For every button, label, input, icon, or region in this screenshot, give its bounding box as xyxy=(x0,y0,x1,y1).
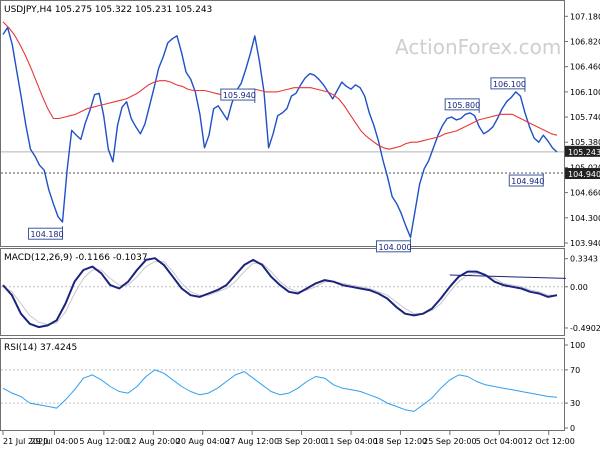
macd-line xyxy=(2,257,558,329)
swing-level-label: 106.100 xyxy=(493,80,526,89)
macd-panel-title: MACD(12,26,9) -0.1166 -0.1037 xyxy=(4,253,148,263)
current-price-tag-label: 105.243 xyxy=(568,148,600,157)
x-tick-label: 20 Aug 04:00 xyxy=(176,437,230,446)
x-tick-label: 29 Jul 04:00 xyxy=(30,437,78,446)
rsi-line xyxy=(2,369,558,412)
price-y-tick-label: 106.100 xyxy=(570,88,600,97)
swing-level-tag xyxy=(508,174,544,187)
price-y-tick-label: 103.940 xyxy=(570,239,600,248)
x-tick-label: 3 Sep 20:00 xyxy=(277,437,325,446)
swing-level-tag xyxy=(220,88,256,101)
swing-level-label: 104.180 xyxy=(31,230,64,239)
swing-level-tag xyxy=(28,227,64,240)
macd-panel-frame xyxy=(0,248,565,336)
x-tick-label: 5 Oct 04:00 xyxy=(476,437,523,446)
rsi-y-tick-label: 100 xyxy=(570,341,585,350)
rsi-panel-title: RSI(14) 37.4245 xyxy=(4,343,77,353)
support-price-tag-label: 104.940 xyxy=(568,170,600,179)
rsi-panel-frame xyxy=(0,338,565,431)
rsi-y-tick-label: 30 xyxy=(570,399,580,408)
current-price-tag xyxy=(565,145,600,157)
x-tick-label: 18 Sep 12:00 xyxy=(374,437,427,446)
swing-level-label: 105.800 xyxy=(447,101,480,110)
price-y-tick-label: 106.460 xyxy=(570,63,600,72)
price-y-tick-label: 105.380 xyxy=(570,138,600,147)
price-plot: 107.180 106.820 106.460 106.100 105.740 105.3… xyxy=(1,12,600,253)
macd-plot: 0.3343 0.00 -0.4902 xyxy=(1,255,600,333)
price-y-tick-label: 107.180 xyxy=(570,12,600,21)
price-y-tick-label: 106.820 xyxy=(570,37,600,46)
x-tick-label: 5 Aug 12:00 xyxy=(79,437,128,446)
swing-level-label: 104.940 xyxy=(511,177,544,186)
rsi-y-tick-label: 70 xyxy=(570,366,580,375)
price-y-tick-label: 104.300 xyxy=(570,214,600,223)
price-y-tick-label: 105.020 xyxy=(570,163,600,172)
x-tick-label: 27 Aug 12:00 xyxy=(225,437,279,446)
x-tick-label: 12 Aug 20:00 xyxy=(126,437,180,446)
rsi-y-tick-label: 0 xyxy=(570,424,575,433)
price-y-tick-label: 105.740 xyxy=(570,113,600,122)
price-panel-frame xyxy=(0,0,565,247)
x-tick-label: 25 Sep 20:00 xyxy=(423,437,476,446)
support-price-tag xyxy=(565,168,600,180)
rsi-plot: 100 70 30 0 xyxy=(1,341,585,433)
moving-average-line xyxy=(2,21,558,150)
swing-level-tag xyxy=(490,77,526,90)
price-y-tick-label: 104.660 xyxy=(570,189,600,198)
watermark: ActionForex.com xyxy=(395,35,561,59)
macd-y-tick-label: -0.4902 xyxy=(570,324,600,333)
swing-level-tag xyxy=(375,240,411,253)
macd-y-tick-label: 0.3343 xyxy=(570,255,598,264)
price-line xyxy=(2,26,558,239)
swing-level-label: 104.000 xyxy=(378,243,411,252)
macd-y-tick-label: 0.00 xyxy=(570,283,588,292)
x-tick-label: 12 Oct 12:00 xyxy=(523,437,575,446)
macd-trendline xyxy=(449,274,566,279)
price-panel-title: USDJPY,H4 105.275 105.322 105.231 105.24… xyxy=(4,5,212,15)
x-tick-label: 11 Sep 04:00 xyxy=(324,437,377,446)
x-tick-label: 21 Jul 2020 xyxy=(3,437,48,446)
swing-level-tag xyxy=(444,98,480,111)
swing-level-label: 105.940 xyxy=(223,91,256,100)
